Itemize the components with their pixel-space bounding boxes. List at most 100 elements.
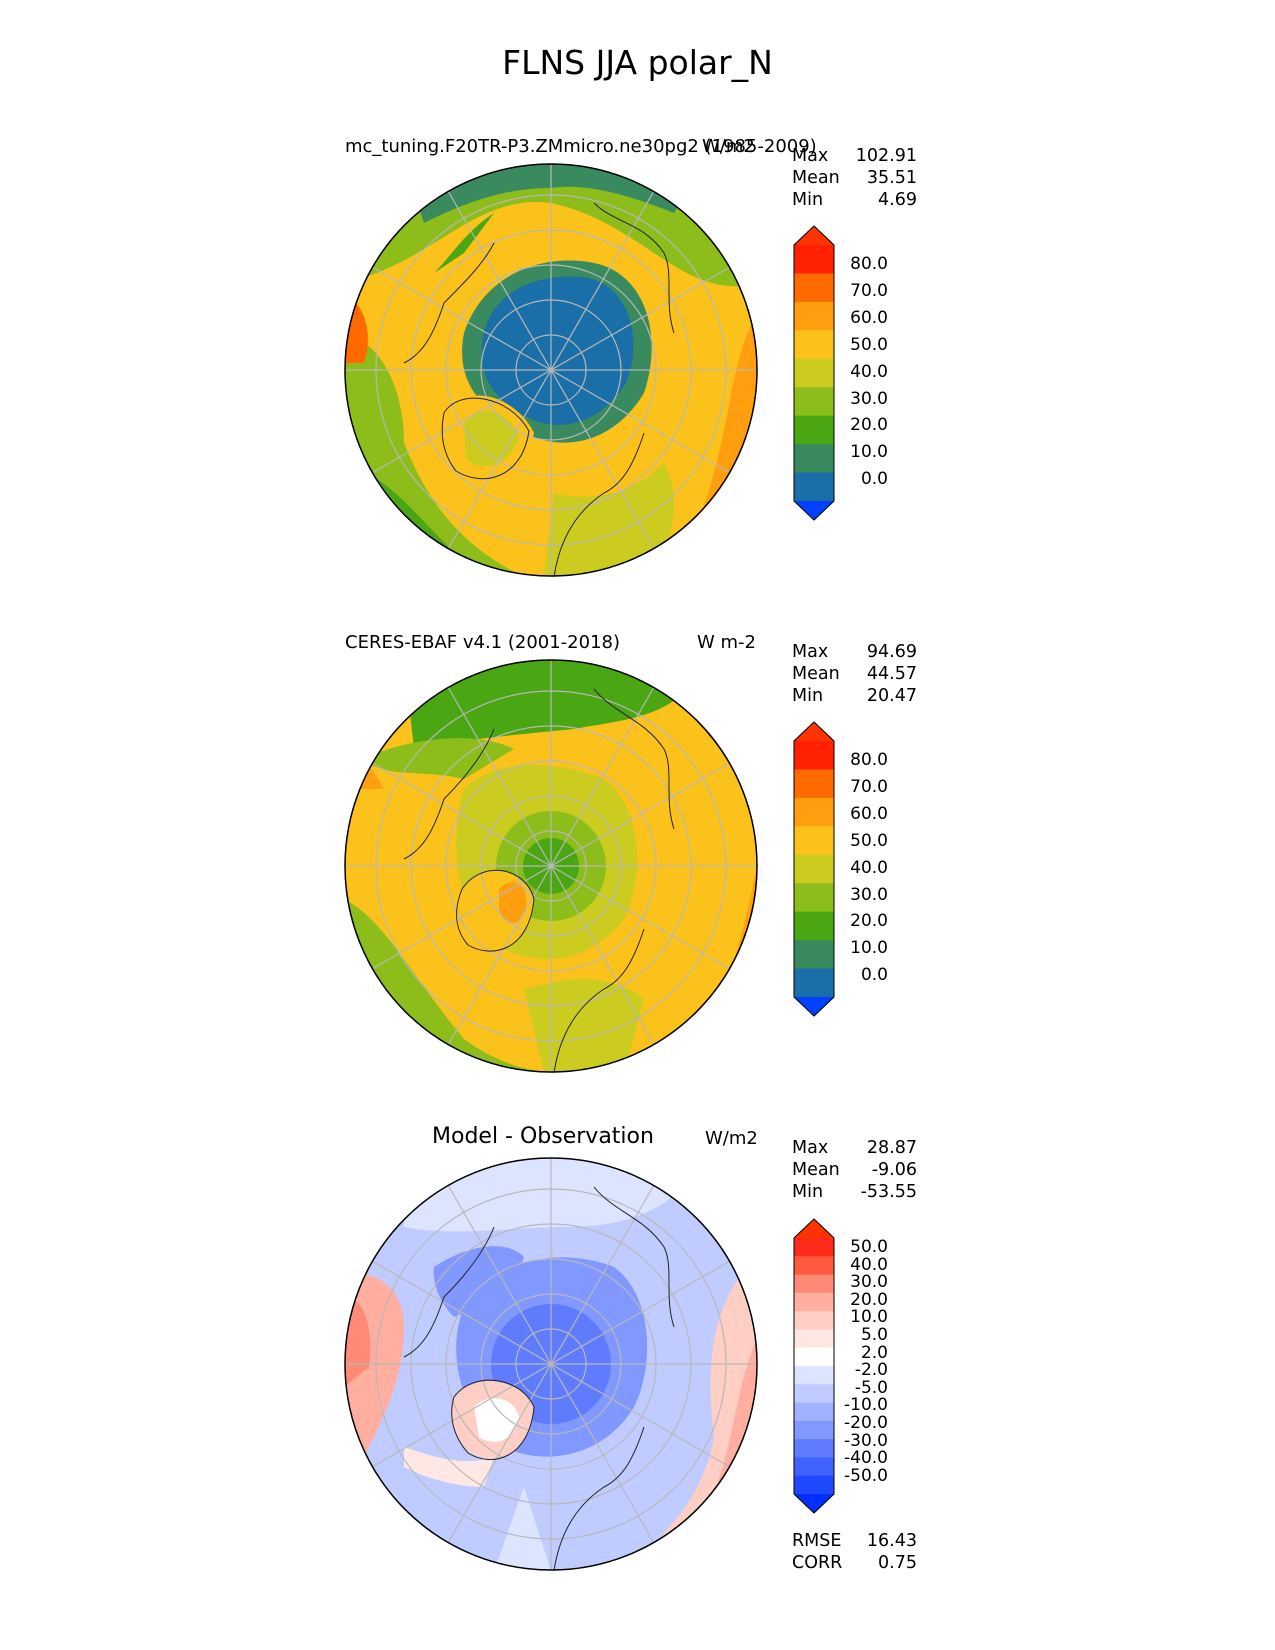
rmse-label: RMSE bbox=[792, 1531, 842, 1551]
colorbar-swatch bbox=[794, 387, 834, 417]
colorbar-swatch bbox=[794, 797, 834, 827]
colorbar-swatch bbox=[794, 1347, 834, 1367]
colorbar-outline bbox=[793, 1218, 835, 1514]
colorbar-tick-label: 30.0 bbox=[850, 1272, 888, 1293]
colorbar-swatch bbox=[794, 1384, 834, 1404]
panel-3-metrics: RMSE 16.43 CORR 0.75 bbox=[792, 1530, 917, 1574]
colorbar-swatch bbox=[794, 911, 834, 941]
colorbar-extend-max bbox=[794, 1219, 834, 1238]
max-label: Max bbox=[792, 1138, 829, 1158]
min-value: -53.55 bbox=[860, 1182, 917, 1202]
colorbar-swatch bbox=[794, 472, 834, 502]
mean-label: Mean bbox=[792, 664, 840, 684]
colorbar-swatch bbox=[794, 1366, 834, 1385]
mean-value: 35.51 bbox=[866, 168, 917, 188]
colorbar-swatch bbox=[794, 245, 834, 274]
colorbar-tick-label: 70.0 bbox=[850, 280, 888, 301]
colorbar-tick-label: -50.0 bbox=[844, 1465, 888, 1486]
colorbar-extend-max bbox=[794, 226, 834, 245]
colorbar-tick-label: -10.0 bbox=[844, 1395, 888, 1416]
panel-2-colorbar-labels: 80.0 70.0 60.0 50.0 40.0 30.0 20.0 10.0 0.0 bbox=[838, 751, 888, 986]
colorbar-extend-min bbox=[794, 501, 834, 520]
panel-3-units: W/m2 bbox=[705, 1128, 758, 1149]
colorbar-tick-label: 80.0 bbox=[850, 254, 888, 274]
colorbar-swatch bbox=[794, 1402, 834, 1422]
colorbar-tick-label: 2.0 bbox=[860, 1342, 888, 1363]
colorbar-tick-label: -2.0 bbox=[854, 1360, 888, 1381]
colorbar-extend-min bbox=[794, 1494, 834, 1513]
colorbar-swatch bbox=[794, 1274, 834, 1294]
colorbar-swatch bbox=[794, 1457, 834, 1477]
colorbar-tick-label: 0.0 bbox=[860, 965, 888, 986]
colorbar-tick-label: -40.0 bbox=[844, 1448, 888, 1469]
panel-1-title: mc_tuning.F20TR-P3.ZMmicro.ne30pg2 (1985… bbox=[345, 136, 817, 157]
colorbar-swatch bbox=[794, 854, 834, 884]
panel-1-colorbar bbox=[793, 225, 835, 521]
panel-3-title: Model - Observation bbox=[432, 1124, 654, 1149]
panel-2-stats: Max 94.69 Mean 44.57 Min 20.47 bbox=[792, 641, 917, 707]
mean-value: 44.57 bbox=[866, 664, 917, 684]
colorbar-swatch bbox=[794, 883, 834, 913]
colorbar-tick-label: 40.0 bbox=[850, 1254, 888, 1275]
colorbar-swatch bbox=[794, 330, 834, 360]
panel-3-stats: Max 28.87 Mean -9.06 Min -53.55 bbox=[792, 1137, 917, 1203]
colorbar-tick-label: 20.0 bbox=[850, 1289, 888, 1310]
colorbar-outline bbox=[793, 225, 835, 521]
colorbar-tick-label: 20.0 bbox=[850, 911, 888, 932]
colorbar-swatch bbox=[794, 1256, 834, 1276]
colorbar-swatch bbox=[794, 358, 834, 388]
colorbar-tick-label: 10.0 bbox=[850, 938, 888, 959]
colorbar-tick-label: 10.0 bbox=[850, 1307, 888, 1328]
max-value: 28.87 bbox=[866, 1138, 917, 1158]
min-label: Min bbox=[792, 190, 824, 210]
colorbar-tick-label: 50.0 bbox=[850, 830, 888, 851]
colorbar-swatch bbox=[794, 1311, 834, 1330]
max-label: Max bbox=[792, 642, 829, 662]
figure-title: FLNS JJA polar_N bbox=[502, 43, 773, 82]
panel-1-polar-map bbox=[344, 163, 758, 577]
panel-1-stats: Max 102.91 Mean 35.51 Min 4.69 bbox=[792, 145, 917, 211]
max-label: Max bbox=[792, 146, 829, 166]
min-label: Min bbox=[792, 1182, 824, 1202]
panel-2-title: CERES-EBAF v4.1 (2001-2018) bbox=[345, 632, 621, 653]
colorbar-tick-label: -5.0 bbox=[854, 1377, 888, 1398]
corr-label: CORR bbox=[792, 1553, 843, 1573]
colorbar-tick-label: 50.0 bbox=[850, 1237, 888, 1257]
panel-3-colorbar bbox=[793, 1218, 835, 1514]
colorbar-tick-label: -20.0 bbox=[844, 1413, 888, 1433]
colorbar-swatch bbox=[794, 826, 834, 856]
panel-2-units: W m-2 bbox=[697, 632, 757, 653]
colorbar-swatch bbox=[794, 444, 834, 474]
panel-1-colorbar-labels: 80.0 70.0 60.0 50.0 40.0 30.0 20.0 10.0 0.0 bbox=[838, 254, 888, 490]
colorbar-swatch bbox=[794, 1420, 834, 1440]
colorbar-tick-label: 60.0 bbox=[850, 307, 888, 328]
panel-3-polar-map bbox=[344, 1157, 758, 1571]
min-value: 4.69 bbox=[878, 190, 917, 210]
colorbar-swatch bbox=[794, 1292, 834, 1312]
colorbar-swatch bbox=[794, 415, 834, 445]
mean-label: Mean bbox=[792, 168, 840, 188]
colorbar-swatch bbox=[794, 1329, 834, 1349]
colorbar-extend-min bbox=[794, 997, 834, 1016]
max-value: 94.69 bbox=[866, 642, 917, 662]
min-label: Min bbox=[792, 686, 824, 706]
colorbar-tick-label: 50.0 bbox=[850, 334, 888, 355]
colorbar-swatch bbox=[794, 301, 834, 331]
colorbar-swatch bbox=[794, 1475, 834, 1495]
colorbar-tick-label: 60.0 bbox=[850, 803, 888, 824]
colorbar-tick-label: 20.0 bbox=[850, 415, 888, 436]
corr-value: 0.75 bbox=[878, 1553, 917, 1573]
colorbar-tick-label: 30.0 bbox=[850, 388, 888, 409]
colorbar-outline bbox=[793, 721, 835, 1017]
colorbar-swatch bbox=[794, 273, 834, 303]
colorbar-swatch bbox=[794, 769, 834, 799]
colorbar-tick-label: 40.0 bbox=[850, 857, 888, 878]
colorbar-tick-label: 5.0 bbox=[860, 1325, 888, 1345]
panel-2-polar-map bbox=[344, 659, 758, 1073]
rmse-value: 16.43 bbox=[866, 1531, 917, 1551]
colorbar-swatch bbox=[794, 940, 834, 970]
colorbar-swatch bbox=[794, 968, 834, 998]
colorbar-tick-label: -30.0 bbox=[844, 1430, 888, 1451]
colorbar-tick-label: 10.0 bbox=[850, 442, 888, 463]
colorbar-tick-label: 0.0 bbox=[860, 469, 888, 490]
